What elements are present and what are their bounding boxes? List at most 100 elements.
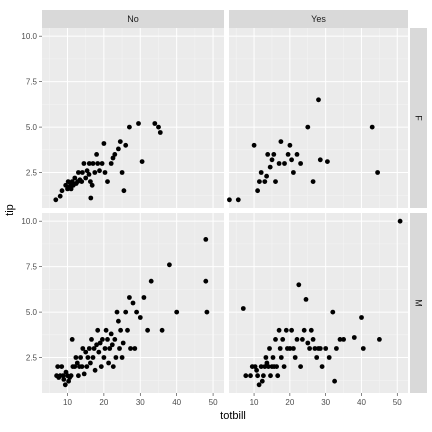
data-point: [287, 346, 293, 351]
data-point: [95, 161, 101, 166]
y-tick-label: 2.5: [26, 354, 38, 363]
data-point: [90, 355, 96, 360]
data-point: [108, 331, 114, 337]
strip-row-label: F: [414, 115, 424, 121]
data-point: [89, 337, 94, 342]
data-point: [310, 179, 316, 185]
data-point: [116, 318, 121, 324]
data-point: [120, 340, 126, 346]
data-point: [137, 315, 143, 320]
data-point: [81, 371, 87, 377]
data-point: [106, 360, 111, 366]
data-point: [204, 309, 210, 315]
data-point: [92, 367, 98, 373]
data-point: [152, 121, 158, 126]
data-point: [136, 121, 141, 126]
data-point: [359, 315, 364, 320]
data-point: [377, 337, 382, 342]
data-point: [305, 124, 311, 130]
data-point: [55, 364, 61, 369]
y-axis-title: tip: [4, 204, 16, 216]
data-point: [294, 152, 300, 157]
panel-no-m: [42, 213, 224, 393]
data-point: [262, 364, 268, 369]
data-point: [156, 124, 161, 130]
data-point: [85, 355, 91, 360]
strip-column-label: No: [127, 14, 139, 24]
y-tick-label: 10.0: [21, 32, 37, 41]
data-point: [105, 337, 110, 342]
data-point: [88, 360, 93, 366]
data-point: [298, 161, 303, 166]
data-point: [262, 179, 268, 185]
data-point: [68, 373, 74, 379]
x-tick-label: 20: [285, 398, 294, 407]
data-point: [269, 157, 275, 163]
data-point: [203, 278, 209, 284]
data-point: [268, 373, 273, 379]
data-point: [369, 124, 375, 130]
data-point: [334, 346, 339, 351]
data-point: [112, 152, 118, 157]
data-point: [167, 262, 172, 268]
data-point: [275, 373, 281, 379]
data-point: [330, 309, 336, 315]
data-point: [113, 355, 119, 360]
data-point: [86, 172, 92, 177]
data-point: [57, 193, 63, 199]
data-point: [278, 355, 284, 360]
data-point: [76, 170, 81, 175]
data-point: [101, 141, 107, 146]
data-point: [294, 337, 300, 342]
data-point: [285, 152, 291, 157]
data-point: [61, 377, 67, 382]
data-point: [258, 170, 264, 175]
data-point: [103, 327, 109, 333]
data-point: [101, 355, 107, 360]
data-point: [117, 346, 122, 351]
data-point: [63, 182, 69, 188]
x-tick-label: 30: [136, 398, 145, 407]
data-point: [130, 300, 136, 306]
data-point: [257, 179, 262, 185]
data-point: [79, 179, 85, 185]
data-point: [72, 175, 78, 181]
data-point: [291, 170, 296, 175]
data-point: [277, 346, 283, 351]
panel-background: [229, 213, 408, 393]
data-point: [307, 346, 312, 351]
y-tick-label: 7.5: [26, 263, 38, 272]
data-point: [264, 173, 269, 179]
x-tick-label: 30: [321, 398, 330, 407]
data-point: [90, 161, 96, 166]
data-point: [99, 161, 105, 166]
data-point: [174, 309, 180, 315]
data-point: [276, 161, 282, 166]
data-point: [98, 364, 104, 369]
x-axis-title: totbill: [220, 410, 246, 422]
data-point: [360, 346, 366, 351]
data-point: [100, 337, 105, 342]
data-point: [252, 364, 258, 369]
data-point: [94, 342, 99, 348]
data-point: [59, 364, 65, 369]
strip-column-bg: [229, 10, 408, 28]
panel-no-f: [42, 28, 224, 208]
data-point: [141, 295, 147, 300]
data-point: [83, 349, 89, 355]
data-point: [273, 179, 278, 185]
data-point: [375, 170, 380, 175]
data-point: [68, 186, 74, 192]
data-point: [102, 170, 108, 175]
data-point: [258, 364, 264, 369]
y-tick-label: 7.5: [26, 78, 38, 87]
x-tick-label: 40: [357, 398, 366, 407]
data-point: [91, 346, 97, 351]
data-point: [62, 382, 68, 388]
data-point: [105, 179, 110, 185]
data-point: [287, 142, 293, 148]
data-point: [102, 346, 108, 351]
data-point: [259, 378, 265, 384]
data-point: [74, 360, 80, 366]
data-point: [118, 327, 123, 333]
